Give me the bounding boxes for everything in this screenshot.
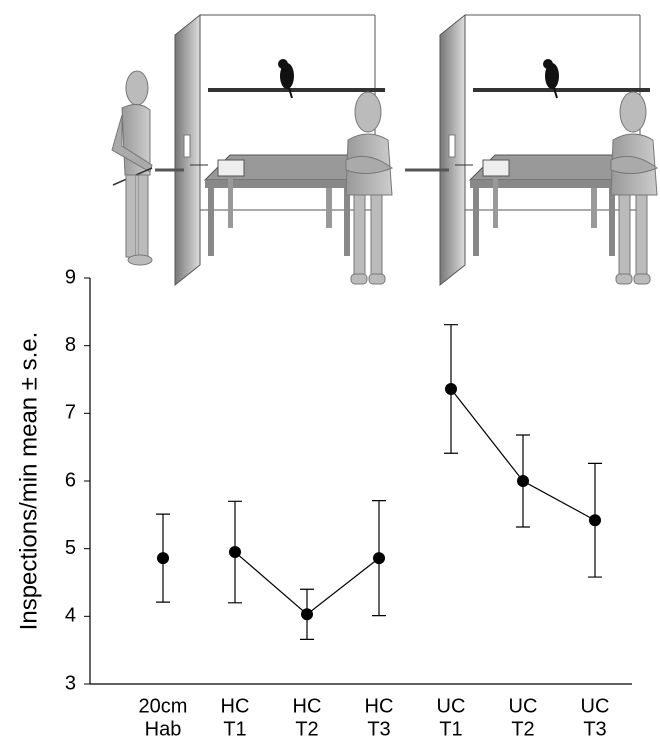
y-axis-label: Inspections/min mean ± s.e. [15, 332, 42, 631]
data-point [301, 608, 313, 621]
x-tick-label: T1 [439, 718, 462, 740]
x-tick-label: T3 [583, 718, 606, 740]
data-point [589, 514, 601, 527]
data-point [157, 552, 169, 565]
y-tick-label: 5 [65, 537, 76, 559]
x-tick-label: T3 [367, 718, 390, 740]
x-tick-label: HC [293, 695, 322, 717]
x-tick-label: UC [437, 695, 466, 717]
scene-uc [418, 13, 659, 287]
x-tick-label: HC [365, 695, 394, 717]
data-point [229, 546, 241, 559]
y-tick-label: 6 [65, 469, 76, 491]
x-tick-label: Hab [145, 718, 182, 740]
x-tick-label: T2 [295, 718, 318, 740]
data-point [373, 552, 385, 565]
x-tick-label: 20cm [139, 695, 188, 717]
scene-hc [153, 13, 394, 287]
y-tick-label: 4 [65, 605, 76, 627]
x-tick-label: T2 [511, 718, 534, 740]
y-tick-label: 7 [65, 402, 76, 424]
y-tick-label: 9 [65, 266, 76, 288]
data-point [517, 475, 529, 487]
x-tick-label: T1 [223, 718, 246, 740]
y-tick-label: 8 [65, 334, 76, 356]
illustration [111, 13, 659, 287]
x-tick-label: UC [581, 695, 610, 717]
data-point [445, 382, 457, 395]
x-tick-label: UC [509, 695, 538, 717]
x-tick-label: HC [221, 695, 250, 717]
y-tick-label: 3 [65, 672, 76, 694]
observer [111, 70, 153, 266]
